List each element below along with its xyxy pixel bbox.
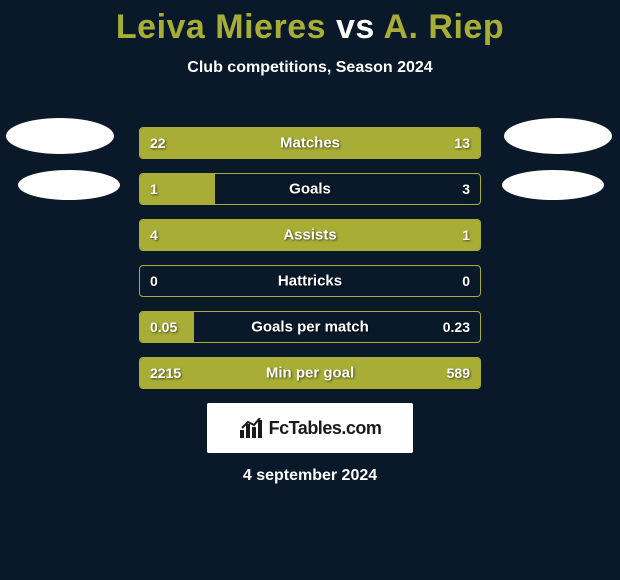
brand-text: FcTables.com	[269, 418, 382, 439]
stat-row: 1 3 Goals	[139, 173, 481, 205]
player2-name: A. Riep	[383, 8, 504, 46]
stat-value-right: 1	[462, 227, 470, 243]
chart-bars-icon	[239, 418, 263, 438]
stat-value-left: 2215	[150, 365, 181, 381]
stat-value-right: 0.23	[443, 319, 470, 335]
stat-label: Matches	[280, 135, 340, 152]
stat-value-left: 4	[150, 227, 158, 243]
stat-row: 0 0 Hattricks	[139, 265, 481, 297]
avatar-ellipse	[502, 170, 604, 200]
vs-separator: vs	[336, 8, 375, 46]
stat-value-right: 0	[462, 273, 470, 289]
header: Leiva Mieres vs A. Riep Club competition…	[0, 0, 620, 77]
avatar-ellipse	[504, 118, 612, 154]
footer-date: 4 september 2024	[0, 467, 620, 485]
stat-value-left: 0	[150, 273, 158, 289]
stat-value-right: 13	[454, 135, 470, 151]
page-title: Leiva Mieres vs A. Riep	[0, 8, 620, 47]
stat-value-left: 0.05	[150, 319, 177, 335]
stat-label: Goals	[289, 181, 331, 198]
stat-label: Goals per match	[251, 319, 369, 336]
stat-label: Min per goal	[266, 365, 354, 382]
stat-bar-left	[140, 220, 405, 250]
stat-row: 22 13 Matches	[139, 127, 481, 159]
stat-row: 4 1 Assists	[139, 219, 481, 251]
stat-value-left: 1	[150, 181, 158, 197]
player2-avatar	[504, 118, 614, 208]
stat-value-right: 3	[462, 181, 470, 197]
stat-row: 2215 589 Min per goal	[139, 357, 481, 389]
player1-name: Leiva Mieres	[116, 8, 326, 46]
branding-badge: FcTables.com	[207, 403, 413, 453]
stat-value-right: 589	[447, 365, 470, 381]
player1-avatar	[6, 118, 116, 208]
stat-row: 0.05 0.23 Goals per match	[139, 311, 481, 343]
avatar-ellipse	[6, 118, 114, 154]
stat-value-left: 22	[150, 135, 166, 151]
subtitle: Club competitions, Season 2024	[0, 59, 620, 77]
stat-label: Hattricks	[278, 273, 342, 290]
avatar-ellipse	[18, 170, 120, 200]
stat-label: Assists	[283, 227, 336, 244]
stats-comparison: 2213Matches13Goals41Assists00Hattricks0.…	[139, 127, 481, 389]
